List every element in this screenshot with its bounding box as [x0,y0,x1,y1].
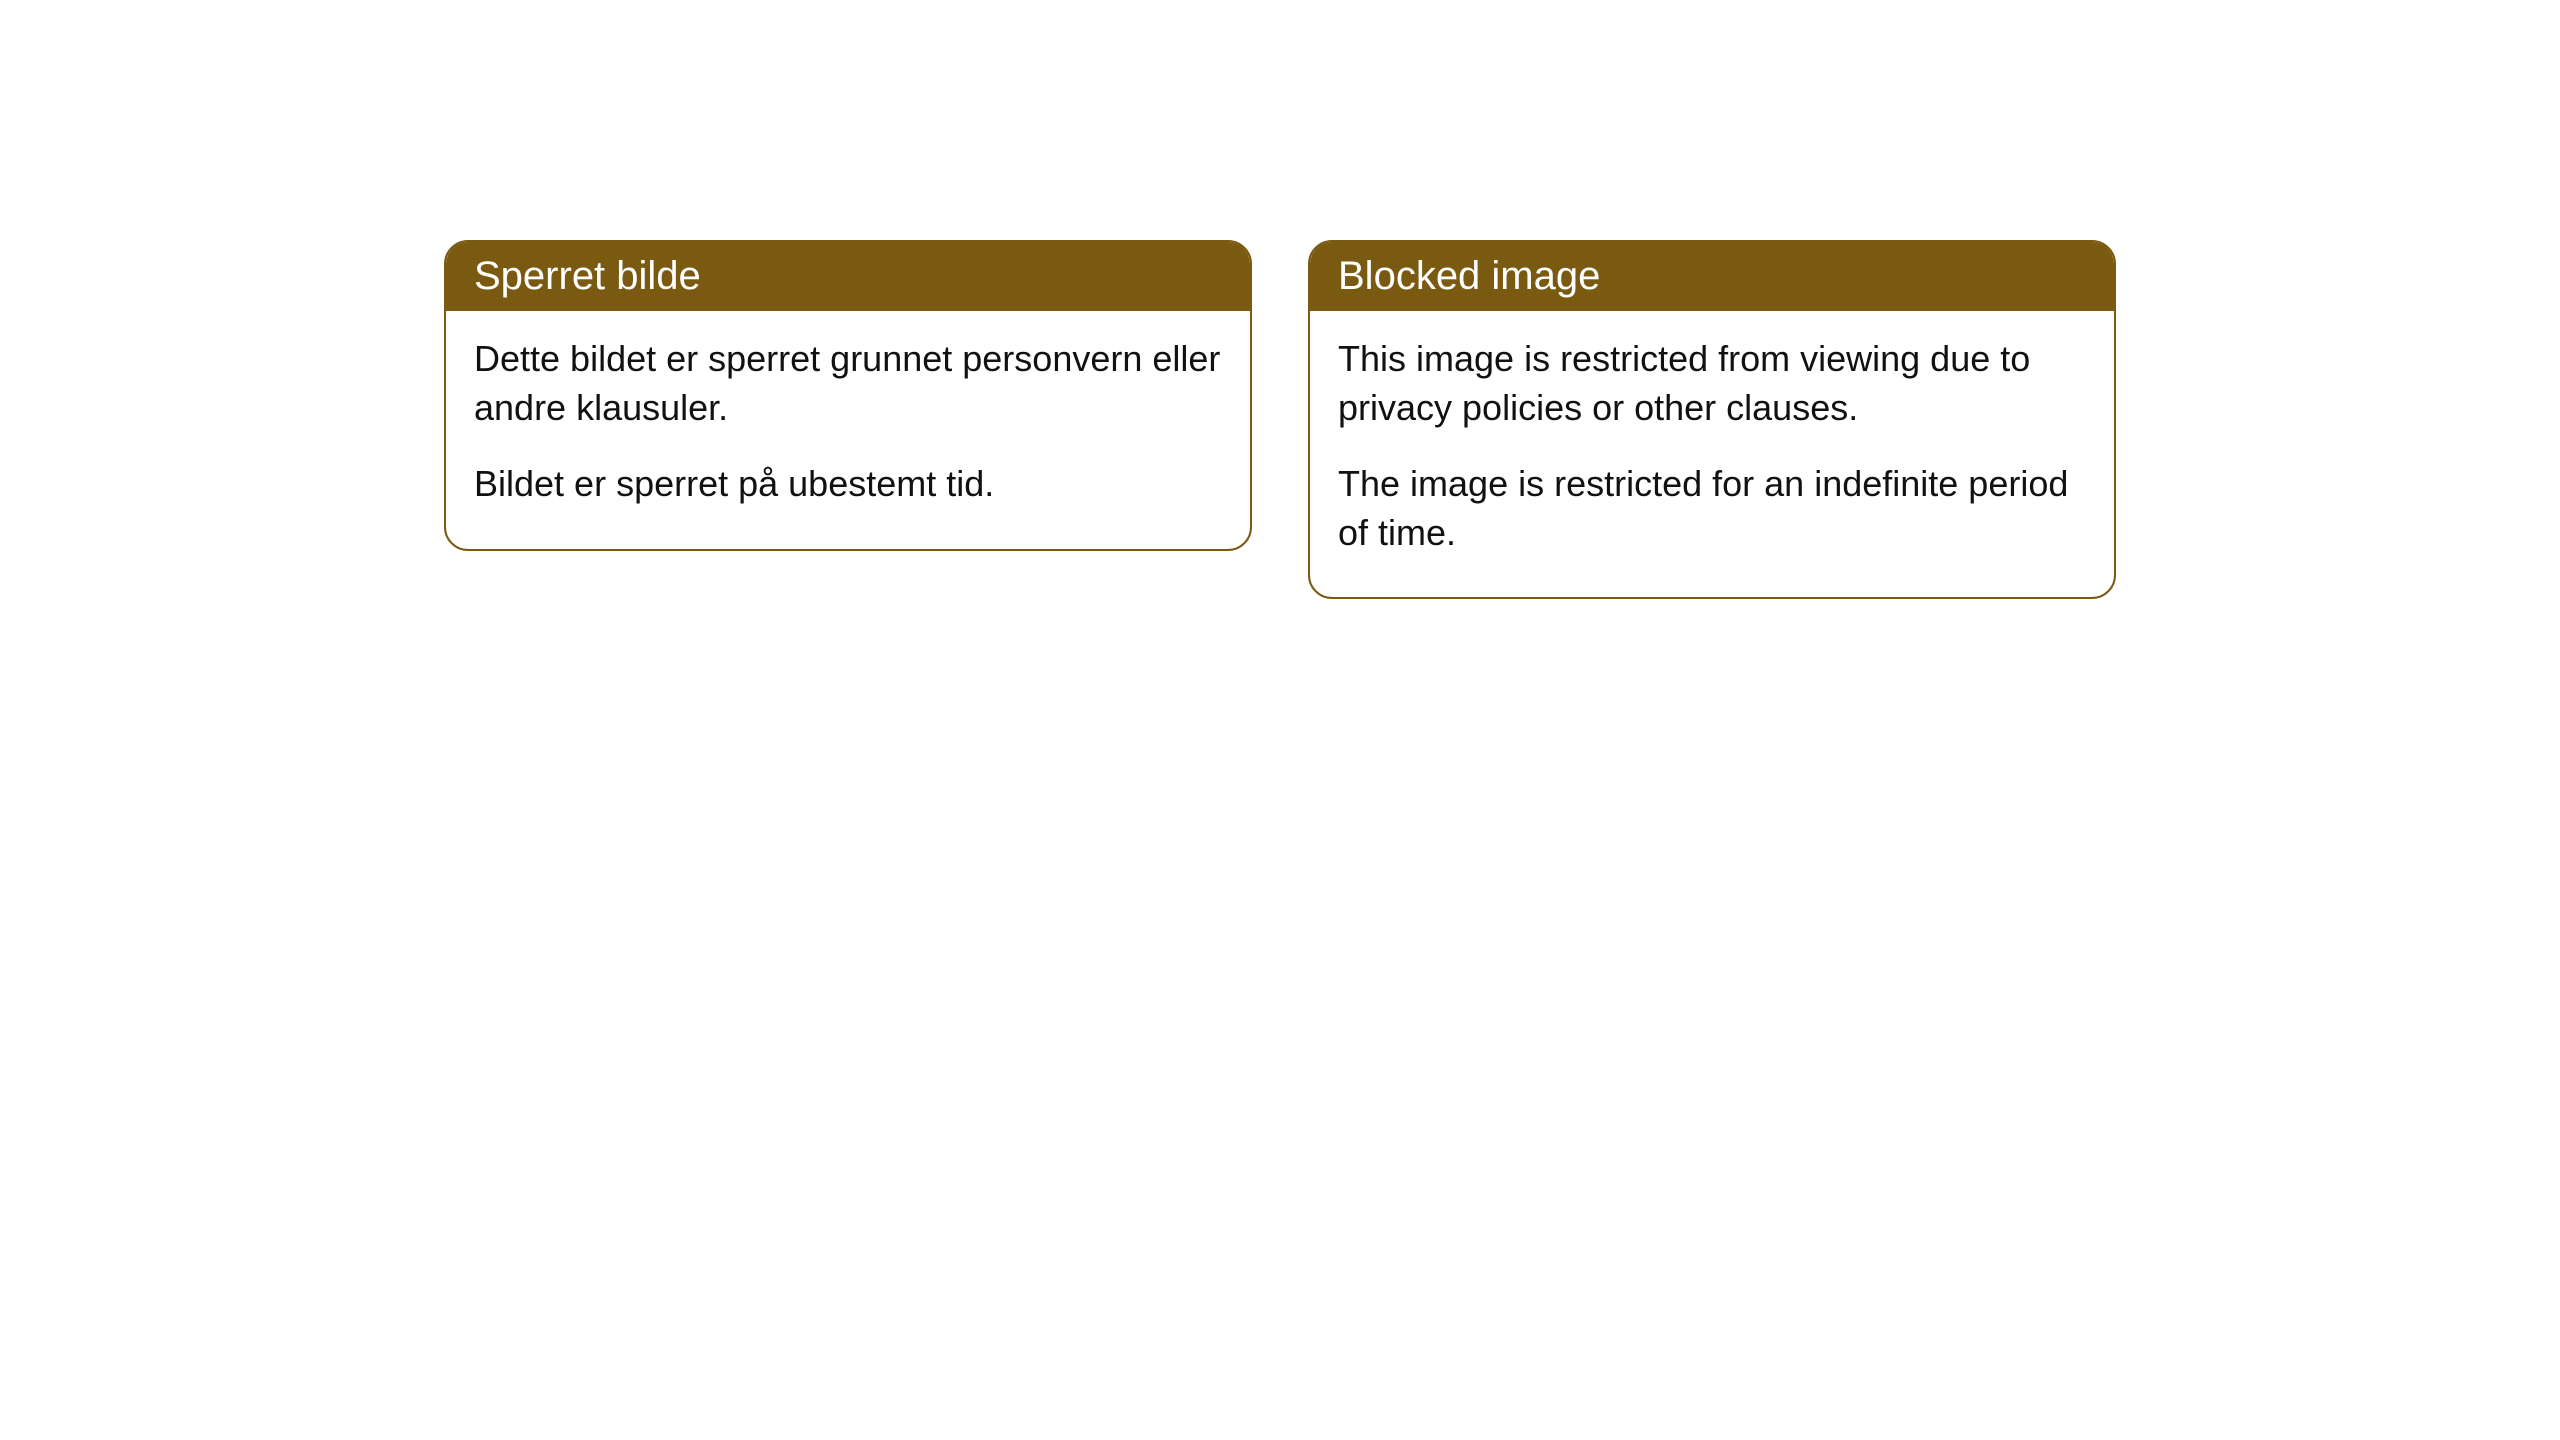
card-header: Sperret bilde [446,242,1250,311]
card-body: Dette bildet er sperret grunnet personve… [446,311,1250,549]
blocked-image-card-norwegian: Sperret bilde Dette bildet er sperret gr… [444,240,1252,551]
card-title: Sperret bilde [474,254,701,298]
blocked-image-card-english: Blocked image This image is restricted f… [1308,240,2116,599]
card-title: Blocked image [1338,254,1600,298]
card-paragraph: Bildet er sperret på ubestemt tid. [474,460,1222,509]
card-paragraph: This image is restricted from viewing du… [1338,335,2086,432]
card-body: This image is restricted from viewing du… [1310,311,2114,597]
card-paragraph: The image is restricted for an indefinit… [1338,460,2086,557]
cards-container: Sperret bilde Dette bildet er sperret gr… [444,240,2116,1440]
card-paragraph: Dette bildet er sperret grunnet personve… [474,335,1222,432]
card-header: Blocked image [1310,242,2114,311]
